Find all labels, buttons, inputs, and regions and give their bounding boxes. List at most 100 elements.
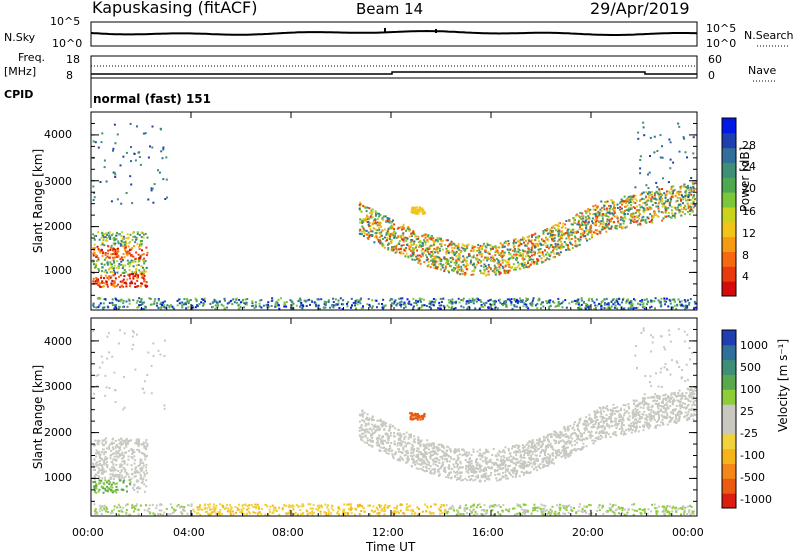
echo-cell <box>412 248 415 251</box>
echo-cell <box>688 394 690 397</box>
echo-cell <box>688 199 691 202</box>
echo-cell <box>640 301 643 303</box>
echo-cell <box>115 491 118 494</box>
echo-cell <box>522 456 525 459</box>
echo-cell <box>350 512 353 515</box>
echo-cell <box>472 509 475 512</box>
echo-cell <box>533 507 535 509</box>
echo-cell <box>127 273 130 276</box>
echo-cell <box>306 513 309 516</box>
echo-cell <box>130 259 133 262</box>
echo-cell <box>657 207 660 210</box>
echo-cell <box>111 441 113 444</box>
echo-cell <box>542 510 545 513</box>
echo-cell <box>126 473 128 476</box>
echo-cell <box>102 281 105 284</box>
echo-cell <box>113 284 116 287</box>
echo-cell <box>564 299 567 302</box>
echo-cell <box>126 439 129 442</box>
echo-cell <box>245 513 248 516</box>
echo-cell <box>142 270 145 273</box>
echo-cell <box>131 270 134 273</box>
echo-cell <box>288 509 291 512</box>
echo-cell <box>578 216 581 219</box>
echo-cell <box>480 301 483 303</box>
echo-cell <box>114 248 117 251</box>
echo-cell <box>146 444 149 447</box>
echo-cell <box>385 233 388 236</box>
echo-cell <box>487 299 490 302</box>
echo-cell <box>679 187 682 190</box>
echo-cell <box>385 219 388 222</box>
echo-cell <box>374 228 377 231</box>
echo-cell <box>515 241 517 244</box>
echo-cell <box>118 306 121 308</box>
echo-cell <box>97 470 100 473</box>
echo-cell <box>665 190 668 193</box>
echo-cell <box>313 511 315 514</box>
echo-cell <box>553 252 556 255</box>
echo-cell <box>320 298 323 301</box>
echo-cell <box>450 299 453 302</box>
echo-cell <box>625 300 628 303</box>
echo-cell <box>108 268 111 271</box>
echo-cell <box>106 255 109 258</box>
echo-cell <box>117 283 119 286</box>
echo-cell <box>532 509 535 512</box>
echo-cell <box>479 269 482 272</box>
echo-cell <box>128 242 131 245</box>
echo-cell <box>110 483 113 486</box>
echo-cell <box>142 307 145 310</box>
echo-cell <box>693 189 695 192</box>
echo-cell <box>531 299 534 302</box>
echo-cell <box>322 306 325 309</box>
echo-cell <box>435 265 438 268</box>
echo-cell <box>557 232 560 235</box>
echo-cell <box>668 138 671 141</box>
echo-cell <box>414 206 417 209</box>
echo-cell <box>354 300 357 302</box>
echo-cell <box>146 509 149 512</box>
echo-cell <box>274 509 277 512</box>
echo-cell <box>472 250 475 253</box>
echo-cell <box>134 260 137 263</box>
echo-cell <box>500 458 503 461</box>
echo-cell <box>644 421 647 424</box>
echo-cell <box>125 442 128 445</box>
echo-cell <box>330 512 333 515</box>
echo-cell <box>460 268 463 271</box>
echo-cell <box>265 304 268 307</box>
echo-cell <box>440 237 442 240</box>
echo-cell <box>496 249 499 252</box>
echo-cell <box>106 461 109 464</box>
echo-cell <box>220 303 223 306</box>
echo-cell <box>604 298 607 300</box>
echo-cell <box>527 260 530 263</box>
echo-cell <box>557 301 560 303</box>
echo-cell <box>144 284 147 287</box>
echo-cell <box>473 264 476 267</box>
echo-cell <box>542 255 545 258</box>
echo-cell <box>99 251 102 254</box>
echo-cell <box>690 198 693 201</box>
echo-cell <box>440 258 443 261</box>
echo-cell <box>586 505 588 508</box>
echo-cell <box>220 513 223 515</box>
echo-cell <box>562 245 565 248</box>
echo-cell <box>460 305 463 308</box>
echo-cell <box>461 243 464 246</box>
echo-cell <box>541 261 544 264</box>
echo-cell <box>466 256 469 259</box>
echo-cell <box>258 299 261 302</box>
echo-cell <box>242 507 245 510</box>
echo-cell <box>670 205 673 208</box>
echo-cell <box>515 298 518 301</box>
echo-cell <box>121 259 124 262</box>
echo-cell <box>627 209 630 212</box>
echo-cell <box>540 503 543 506</box>
echo-cell <box>137 438 140 441</box>
echo-cell <box>411 212 414 214</box>
echo-cell <box>682 506 685 509</box>
echo-cell <box>362 230 365 233</box>
echo-cell <box>291 504 294 507</box>
